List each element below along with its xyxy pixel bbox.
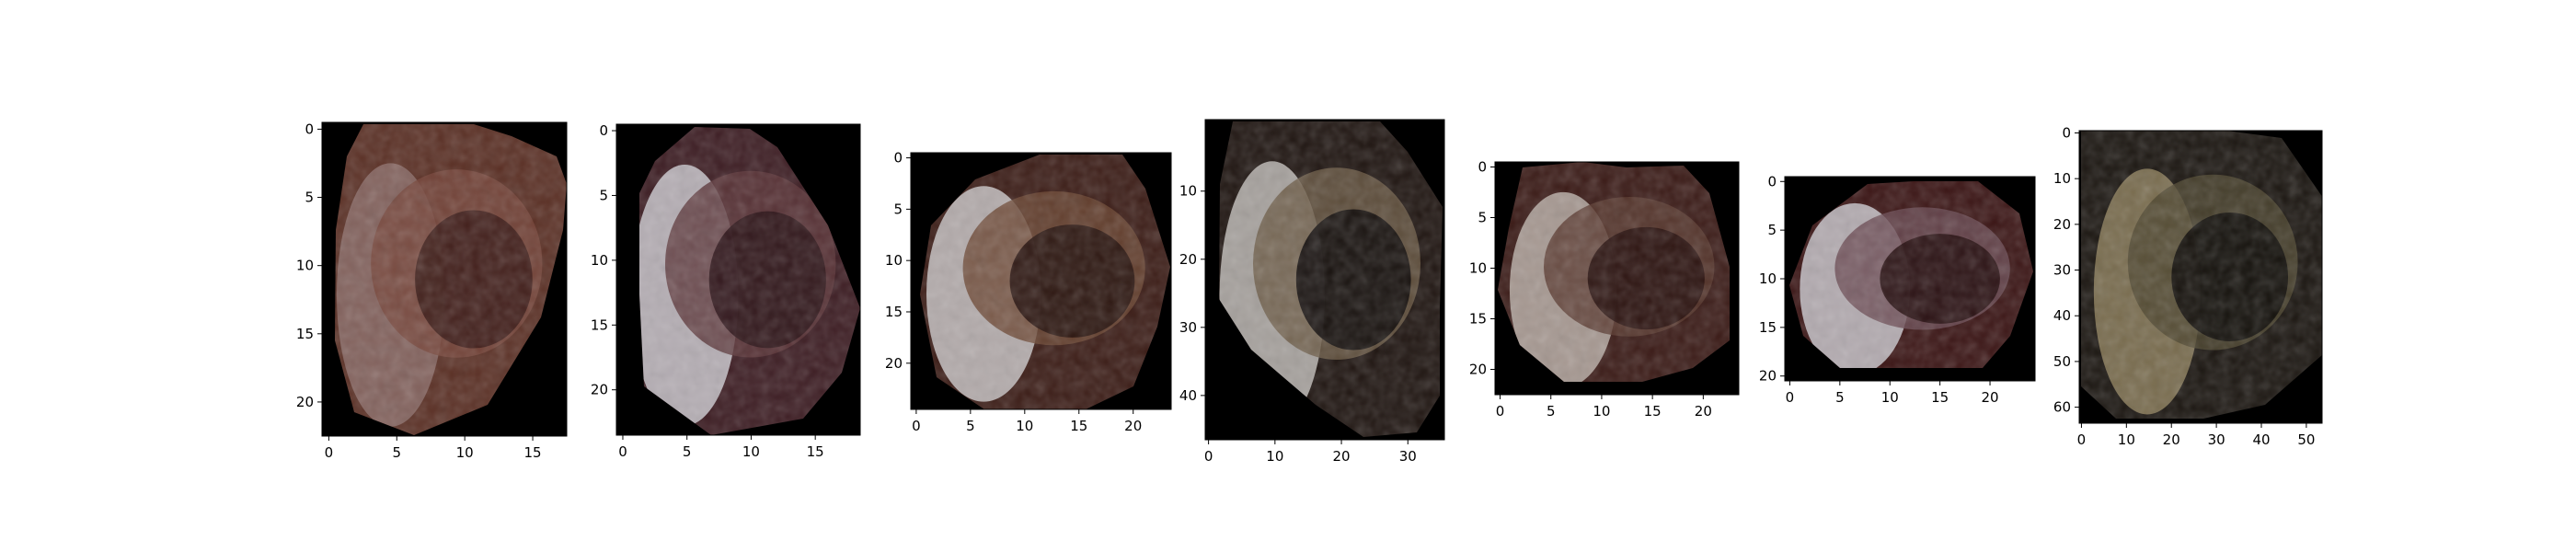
x-tick-label: 50 — [2297, 431, 2315, 448]
axes-frame — [1494, 161, 1740, 396]
y-tick-label: 50 — [2053, 353, 2071, 370]
y-tick-label: 10 — [1759, 270, 1777, 287]
x-tick-label: 10 — [2118, 431, 2135, 448]
image-panel-7: 0 10 20 30 40 50 0 10 20 30 40 50 60 — [2053, 124, 2323, 448]
x-tick-label: 5 — [1547, 403, 1556, 420]
x-tick-label: 0 — [912, 418, 921, 434]
y-tick-label: 0 — [305, 121, 314, 137]
y-tick-label: 20 — [885, 355, 903, 372]
x-tick-label: 20 — [2163, 431, 2180, 448]
y-tick-label: 5 — [1478, 210, 1487, 226]
object-crop — [1498, 162, 1730, 382]
y-tick-label: 15 — [591, 316, 608, 333]
y-tick-label: 0 — [599, 122, 608, 139]
x-tick-label: 0 — [1496, 403, 1505, 420]
x-tick-label: 40 — [2252, 431, 2270, 448]
axes-frame — [615, 123, 861, 436]
y-tick-label: 15 — [1759, 319, 1777, 336]
y-tick-label: 10 — [2053, 170, 2071, 187]
y-tick-label: 20 — [1179, 251, 1197, 268]
y-tick-label: 15 — [885, 304, 903, 320]
y-tick-label: 0 — [893, 150, 903, 167]
x-tick-label: 20 — [1695, 403, 1712, 420]
x-tick-label: 10 — [742, 443, 760, 460]
x-tick-label: 10 — [1016, 418, 1033, 434]
y-tick-label: 5 — [893, 201, 903, 217]
x-tick-label: 0 — [1786, 389, 1795, 406]
image-panel-3: 0 5 10 15 20 0 5 10 15 20 — [885, 150, 1172, 434]
x-tick-label: 10 — [1266, 448, 1283, 465]
y-tick-label: 20 — [1759, 368, 1777, 385]
y-tick-label: 5 — [305, 190, 314, 206]
y-tick-label: 0 — [1478, 159, 1487, 176]
x-tick-label: 10 — [1881, 389, 1899, 406]
y-tick-label: 15 — [296, 326, 314, 342]
y-tick-label: 60 — [2053, 399, 2071, 416]
object-crop — [1789, 181, 2033, 368]
y-tick-label: 0 — [1767, 173, 1777, 190]
x-tick-label: 30 — [2208, 431, 2225, 448]
y-tick-label: 10 — [296, 258, 314, 274]
axes-frame — [321, 121, 568, 437]
x-tick-label: 0 — [2077, 431, 2087, 448]
y-tick-label: 20 — [591, 382, 608, 398]
y-tick-label: 10 — [591, 252, 608, 269]
x-tick-label: 5 — [1835, 389, 1845, 406]
x-tick-label: 0 — [325, 444, 334, 461]
image-panel-5: 0 5 10 15 20 0 5 10 15 20 — [1469, 159, 1740, 420]
image-panel-6: 0 5 10 15 20 0 5 10 15 20 — [1759, 173, 2036, 406]
y-tick-label: 0 — [2062, 124, 2071, 141]
image-panel-2: 0 5 10 15 0 5 10 15 20 — [591, 122, 861, 460]
y-tick-label: 10 — [885, 252, 903, 269]
x-tick-label: 5 — [393, 444, 402, 461]
x-tick-label: 20 — [1124, 418, 1142, 434]
x-tick-label: 20 — [1333, 448, 1351, 465]
y-tick-label: 5 — [599, 187, 608, 203]
x-tick-label: 10 — [1593, 403, 1610, 420]
y-tick-label: 20 — [1469, 362, 1487, 378]
y-tick-label: 30 — [1179, 319, 1197, 336]
y-tick-label: 30 — [2053, 262, 2071, 279]
y-tick-label: 40 — [1179, 387, 1197, 404]
x-tick-label: 30 — [1399, 448, 1417, 465]
object-crop — [2081, 131, 2322, 419]
axes-frame — [1204, 119, 1445, 441]
image-panel-4: 0 10 20 30 10 20 30 40 — [1179, 119, 1445, 465]
x-tick-label: 10 — [456, 444, 474, 461]
x-tick-label: 15 — [1931, 389, 1949, 406]
object-crop — [920, 155, 1170, 409]
x-tick-label: 15 — [807, 443, 824, 460]
axes-frame — [2078, 130, 2323, 424]
x-tick-label: 15 — [1644, 403, 1662, 420]
x-tick-label: 5 — [966, 418, 975, 434]
image-panel-1: 0 5 10 15 0 5 10 15 20 — [296, 121, 568, 461]
x-tick-label: 5 — [683, 443, 692, 460]
y-tick-label: 15 — [1469, 311, 1487, 328]
x-tick-label: 0 — [1204, 448, 1213, 465]
y-tick-label: 5 — [1767, 222, 1777, 238]
x-tick-label: 15 — [524, 444, 542, 461]
y-tick-label: 40 — [2053, 307, 2071, 324]
y-tick-label: 10 — [1179, 183, 1197, 200]
y-tick-label: 20 — [296, 394, 314, 410]
axes-frame — [910, 152, 1172, 410]
x-tick-label: 0 — [618, 443, 627, 460]
y-tick-label: 10 — [1469, 260, 1487, 277]
x-tick-label: 15 — [1070, 418, 1087, 434]
x-tick-label: 20 — [1981, 389, 1998, 406]
y-tick-label: 20 — [2053, 216, 2071, 233]
